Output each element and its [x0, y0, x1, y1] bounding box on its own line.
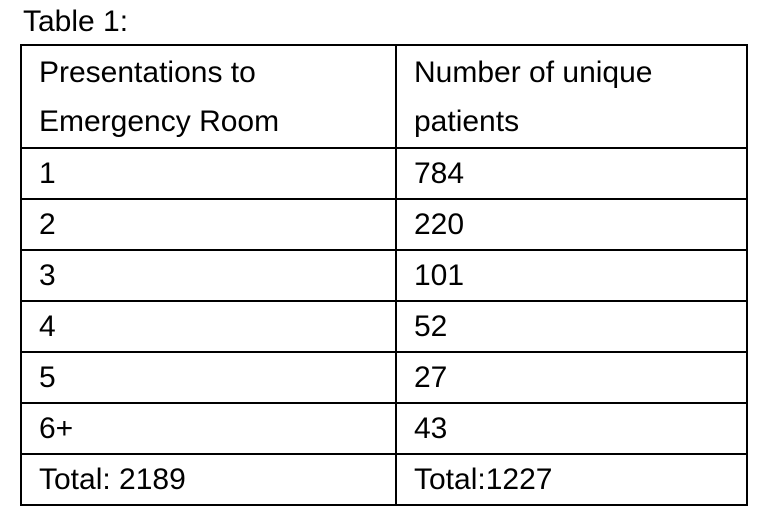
table-cell-patients: 52: [395, 300, 748, 353]
table-row: 4 52: [20, 300, 748, 353]
table-cell-patients: 784: [395, 147, 748, 200]
table-row: 1 784: [20, 147, 748, 200]
table-row: 5 27: [20, 351, 748, 404]
table-cell-presentations: 1: [20, 147, 397, 200]
table-cell-presentations: 4: [20, 300, 397, 353]
table-cell-patients: 220: [395, 198, 748, 251]
total-patients: Total:1227: [395, 453, 748, 506]
header-unique-patients: Number of unique patients: [395, 44, 748, 149]
table-cell-presentations: 2: [20, 198, 397, 251]
table-cell-patients: 27: [395, 351, 748, 404]
table-row: 3 101: [20, 249, 748, 302]
table-total-row: Total: 2189 Total:1227: [20, 453, 748, 506]
table-cell-presentations: 3: [20, 249, 397, 302]
table-cell-presentations: 6+: [20, 402, 397, 455]
table-cell-patients: 101: [395, 249, 748, 302]
header-line: Number of unique: [414, 56, 653, 89]
table-row: 6+ 43: [20, 402, 748, 455]
header-line: Presentations to: [39, 56, 256, 89]
total-presentations: Total: 2189: [20, 453, 397, 506]
header-line: patients: [414, 105, 520, 138]
table-header-row: Presentations to Emergency Room Number o…: [20, 44, 748, 149]
table-cell-presentations: 5: [20, 351, 397, 404]
header-presentations: Presentations to Emergency Room: [20, 44, 397, 149]
header-line: Emergency Room: [39, 105, 280, 138]
data-table: Presentations to Emergency Room Number o…: [20, 44, 748, 506]
table-caption: Table 1:: [23, 5, 129, 38]
table-cell-patients: 43: [395, 402, 748, 455]
table-row: 2 220: [20, 198, 748, 251]
